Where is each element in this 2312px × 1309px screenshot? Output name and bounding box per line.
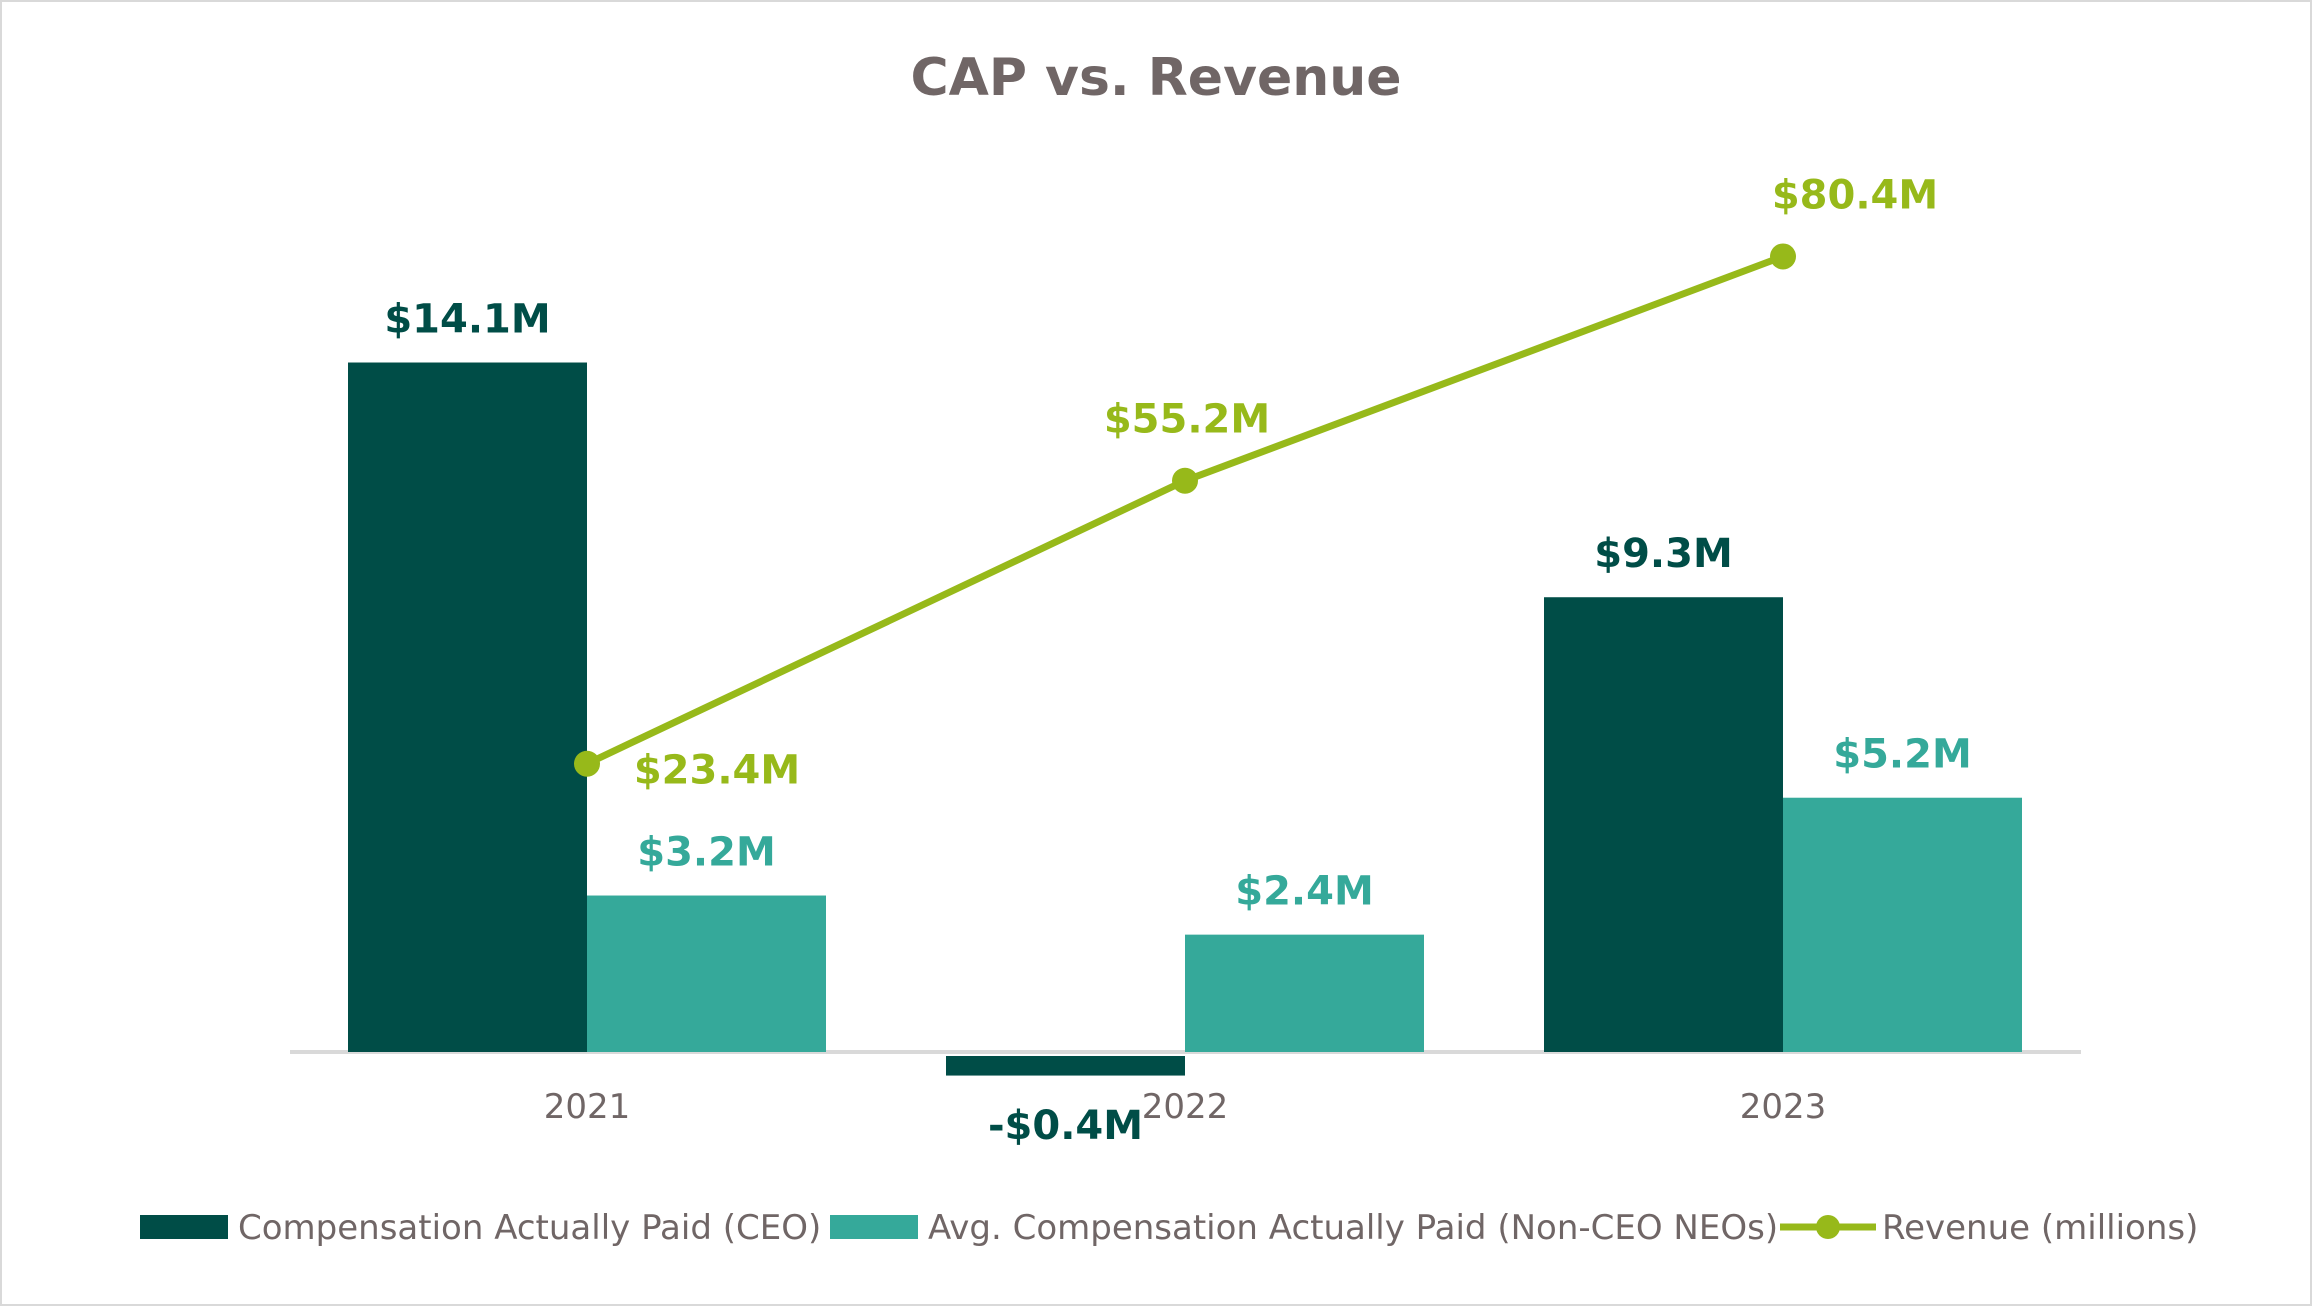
- data-label: $3.2M: [637, 830, 776, 876]
- data-label: $9.3M: [1594, 531, 1733, 577]
- data-label: $80.4M: [1772, 172, 1938, 218]
- revenue-point: [1770, 243, 1796, 270]
- data-label: $2.4M: [1235, 869, 1374, 915]
- bar-ceo: [1544, 597, 1783, 1052]
- legend-label: Revenue (millions): [1882, 1208, 2198, 1248]
- bar-non-ceo: [587, 895, 826, 1052]
- data-label: $55.2M: [1104, 397, 1270, 443]
- x-tick-label: 2022: [1142, 1087, 1229, 1127]
- legend-label: Compensation Actually Paid (CEO): [238, 1208, 821, 1248]
- bar-non-ceo: [1185, 934, 1424, 1052]
- chart-title: CAP vs. Revenue: [910, 48, 1401, 108]
- revenue-point: [1172, 467, 1198, 494]
- bar-ceo: [946, 1056, 1185, 1076]
- legend-label: Avg. Compensation Actually Paid (Non-CEO…: [928, 1208, 1778, 1248]
- bar-non-ceo: [1783, 797, 2022, 1052]
- legend-swatch: [140, 1215, 228, 1239]
- bar-ceo: [348, 362, 587, 1052]
- data-label: $5.2M: [1833, 732, 1972, 778]
- data-label: $23.4M: [634, 748, 800, 794]
- data-label: $14.1M: [384, 297, 550, 343]
- revenue-point: [574, 750, 600, 777]
- legend-swatch: [830, 1215, 918, 1239]
- x-tick-label: 2023: [1740, 1087, 1827, 1127]
- x-tick-label: 2021: [544, 1087, 631, 1127]
- legend-marker: [1816, 1215, 1840, 1239]
- data-label: -$0.4M: [988, 1103, 1143, 1149]
- legend: Compensation Actually Paid (CEO) Avg. Com…: [140, 1208, 2198, 1248]
